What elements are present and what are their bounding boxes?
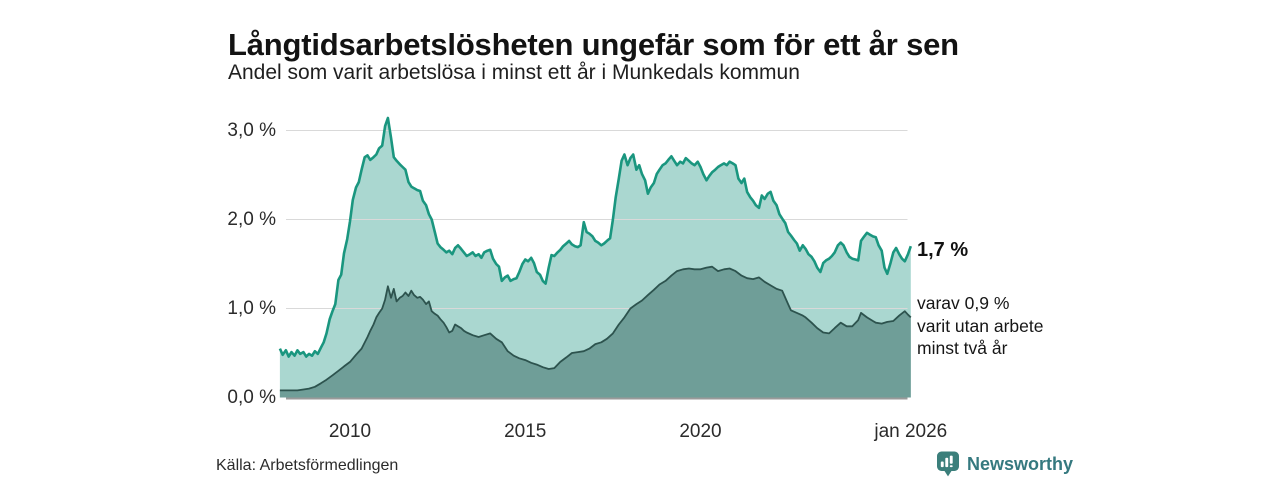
series-secondary-annotation: varav 0,9 % varit utan arbete minst två … [917,293,1044,358]
x-tick-label: 2010 [328,421,372,442]
newsworthy-logo[interactable]: Newsworthy [936,451,1073,477]
x-tick-label: jan 2026 [874,421,948,442]
chart-subtitle: Andel som varit arbetslösa i minst ett å… [228,61,800,84]
y-tick-label: 1,0 % [227,297,276,319]
line-2yr [279,265,912,392]
newsworthy-chart-bubble-icon [937,451,959,477]
x-tick-label: 2015 [504,421,547,442]
y-tick-label: 3,0 % [227,119,276,141]
area-2yr [279,266,911,398]
x-tick-label: 2020 [679,421,722,442]
page-title: Långtidsarbetslösheten ungefär som för e… [228,26,959,62]
y-tick-label: 0,0 % [227,386,276,408]
y-tick-label: 2,0 % [227,208,276,230]
source-attribution: Källa: Arbetsförmedlingen [216,457,399,474]
line-1yr [278,116,913,358]
series-end-value-label: 1,7 % [917,239,969,261]
newsworthy-wordmark: Newsworthy [967,454,1074,474]
